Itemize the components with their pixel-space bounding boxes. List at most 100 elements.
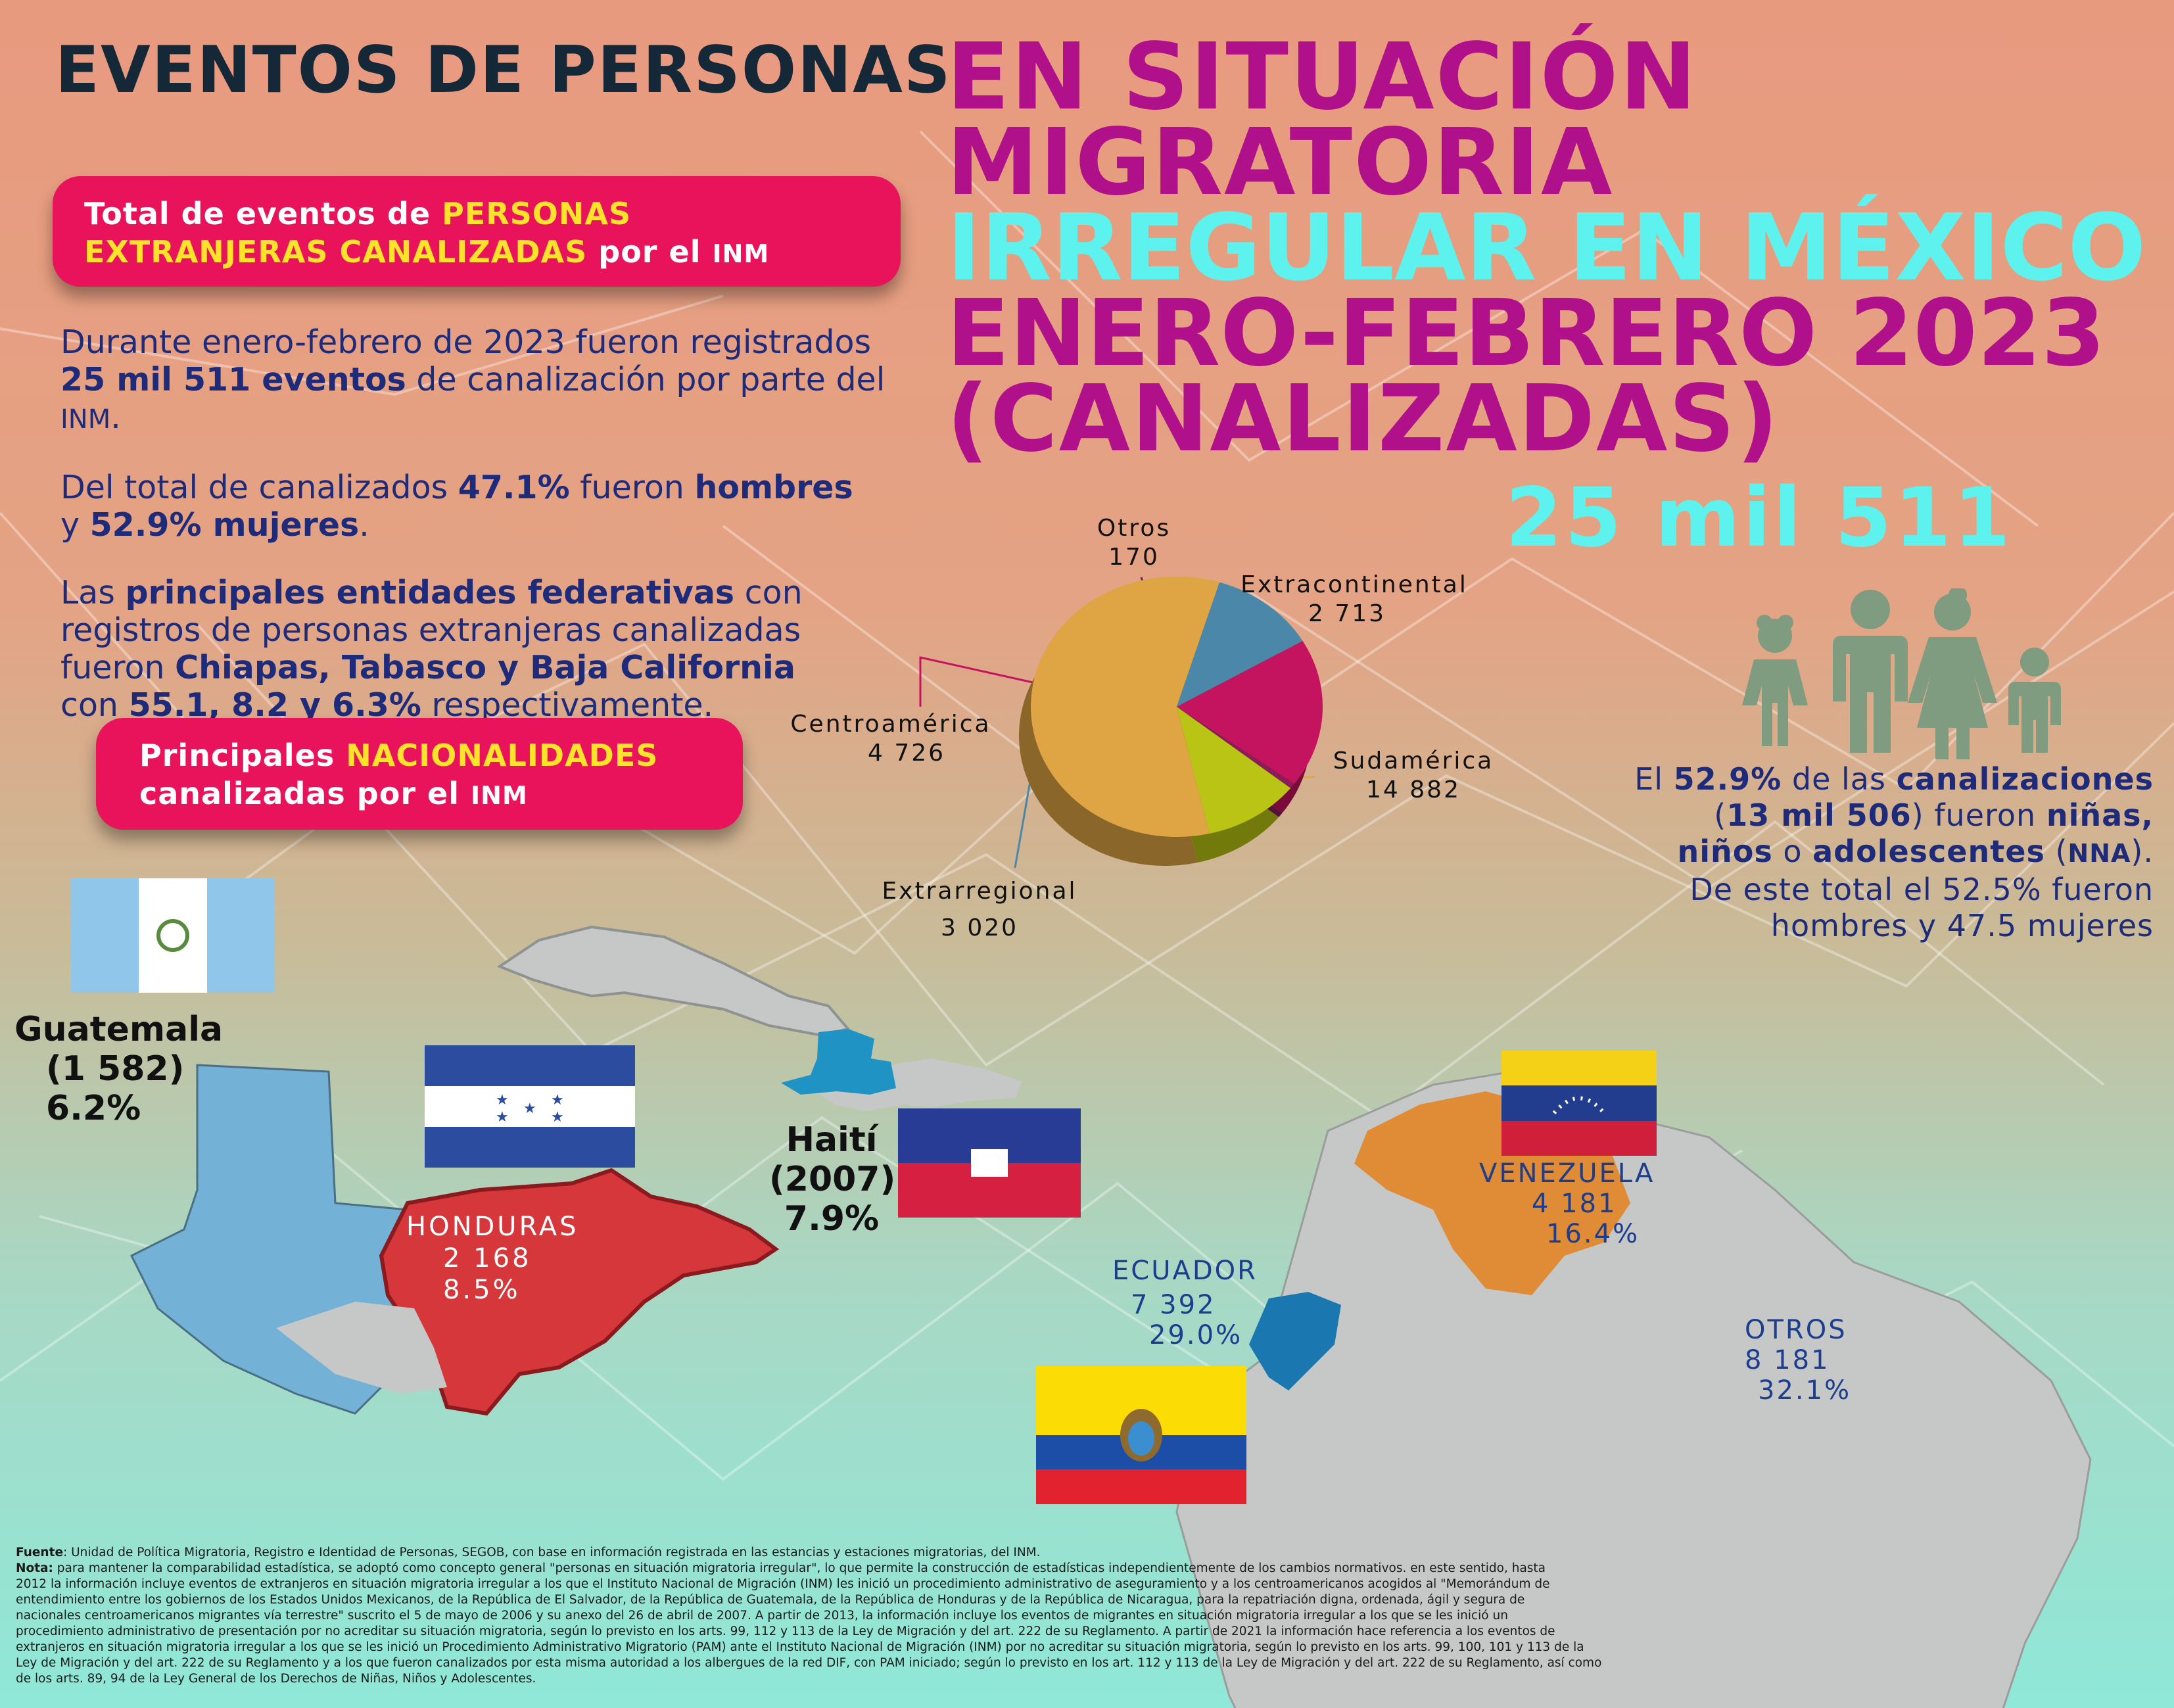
pie-slice-sudamérica: [1031, 576, 1219, 838]
haiti-shape: [781, 1029, 896, 1095]
otros-label: OTROS 8 181 32.1%: [1745, 1315, 1851, 1406]
honduras-flag: ★ ★★★ ★: [425, 1045, 635, 1168]
total-count: 25 mil 511: [1505, 471, 2013, 565]
nat-box-text-2: canalizadas por el: [139, 776, 471, 811]
p2-text-d: hombres: [694, 469, 853, 506]
ecuador-value: 7 392: [1131, 1290, 1216, 1320]
p3-text-f: Chiapas, Tabasco y Baja California: [175, 649, 795, 686]
footer-nota-l8: de los arts. 89, 94 de la Ley General de…: [16, 1672, 536, 1686]
footer-nota-l7: Ley de Migración y del art. 222 de su Re…: [16, 1656, 1602, 1670]
ecuador-shape: [1249, 1292, 1341, 1390]
nna-l1-c: de las: [1782, 761, 1897, 797]
otros-name: OTROS: [1745, 1315, 1847, 1345]
nna-l5: hombres y 47.5 mujeres: [1770, 908, 2154, 943]
centro-value: 4 726: [868, 740, 946, 767]
title-part6: (CANALIZADAS): [947, 366, 1780, 473]
svg-text:★: ★: [551, 1092, 564, 1108]
footer-nota-l2: 2012 la información incluye eventos de e…: [16, 1577, 1550, 1591]
title-part4: IRREGULAR EN MÉXICO: [947, 195, 2146, 302]
total-events-box: Total de eventos de PERSONAS EXTRANJERAS…: [53, 176, 901, 287]
p1-text-c: de canalización por parte del: [406, 361, 886, 398]
pie-label-extracontinental: Extracontinental 2 713: [1223, 571, 1486, 629]
svg-text:★: ★: [496, 1092, 509, 1108]
extrarreg-label: Extrarregional: [882, 878, 1077, 905]
leader-centroamerica: [919, 656, 1039, 707]
footer-nota-l1: para mantener la comparabilidad estadíst…: [53, 1561, 1546, 1575]
nna-l1-d: canalizaciones: [1896, 761, 2154, 797]
p3-text-b: principales entidades federativas: [125, 574, 735, 611]
nationalities-box: Principales NACIONALIDADES canalizadas p…: [96, 718, 743, 830]
nna-l4: De este total el 52.5% fueron: [1690, 872, 2154, 907]
pie-label-otros: Otros 170: [1078, 514, 1190, 572]
p1-text-d: INM: [60, 404, 111, 435]
cuba-shape: [496, 925, 851, 1037]
paragraph-1: Durante enero-febrero de 2023 fueron reg…: [60, 323, 915, 439]
footer-nota-l3: entendimiento entre los gobiernos de los…: [16, 1593, 1525, 1607]
otros-pct: 32.1%: [1758, 1375, 1852, 1406]
pie-label-sudamerica: Sudamérica 14 882: [1321, 747, 1505, 805]
p2-text-c: fueron: [569, 469, 695, 506]
nna-l3-e: NNA: [2068, 839, 2131, 868]
venezuela-label: VENEZUELA 4 181 16.4%: [1479, 1158, 1655, 1249]
centro-label: Centroamérica: [790, 711, 991, 738]
paragraph-2: Del total de canalizados 47.1% fueron ho…: [60, 469, 915, 544]
nat-box-highlight: NACIONALIDADES: [346, 738, 659, 773]
nna-l2-a: (: [1714, 797, 1727, 833]
guatemala-value: (1 582): [46, 1049, 185, 1089]
ecuador-pct: 29.0%: [1149, 1320, 1243, 1350]
total-box-text-1: Total de eventos de: [84, 196, 442, 231]
otros-label: Otros: [1097, 515, 1171, 542]
guatemala-flag: [71, 878, 275, 993]
nna-l2-c: ) fueron: [1911, 797, 2046, 833]
nna-text: El 52.9% de las canalizaciones (13 mil 5…: [1538, 761, 2154, 944]
footer-nota-l4: nacionales centroamericanos migrantes ví…: [16, 1609, 1508, 1623]
p2-text-b: 47.1%: [458, 469, 570, 506]
venezuela-flag: [1501, 1051, 1657, 1156]
venezuela-value: 4 181: [1532, 1189, 1617, 1219]
summary-text: Durante enero-febrero de 2023 fueron reg…: [60, 323, 915, 724]
nna-l3-a: niños: [1677, 834, 1773, 869]
title-part5: ENERO-FEBRERO 2023: [947, 280, 2106, 387]
p3-text-a: Las: [60, 574, 126, 611]
nat-box-inm: INM: [471, 781, 528, 810]
p2-text-g: .: [359, 506, 369, 544]
nna-l3-d: (: [2044, 834, 2068, 869]
nna-l1-a: El: [1634, 761, 1674, 797]
venezuela-name: VENEZUELA: [1479, 1158, 1655, 1189]
otros-value: 170: [1108, 544, 1160, 571]
extracont-value: 2 713: [1308, 600, 1386, 627]
title-part3: MIGRATORIA: [947, 109, 1614, 216]
sud-label: Sudamérica: [1333, 747, 1494, 774]
title-part1: EVENTOS DE PERSONAS: [55, 33, 952, 108]
footer-notes: Fuente: Unidad de Política Migratoria, R…: [16, 1545, 1751, 1687]
ecuador-label: ECUADOR 7 392 29.0%: [1112, 1256, 1258, 1350]
nna-l3-b: o: [1772, 834, 1813, 869]
svg-text:★: ★: [496, 1109, 509, 1126]
nna-l2-d: niñas,: [2046, 797, 2154, 833]
nna-l3-c: adolescentes: [1812, 834, 2045, 869]
pie-slice-extrarregional: [1177, 582, 1303, 707]
guatemala-label: Guatemala (1 582) 6.2%: [14, 1010, 223, 1128]
p3-text-c: con: [734, 574, 803, 611]
pie-slice-otros: [1177, 707, 1294, 788]
otros-value: 8 181: [1745, 1345, 1830, 1375]
p3-text-e: fueron: [60, 649, 176, 686]
svg-text:★: ★: [551, 1109, 564, 1126]
honduras-value: 2 168: [443, 1243, 532, 1273]
footer-nota-label: Nota:: [16, 1561, 53, 1575]
p2-text-e: y: [60, 506, 90, 544]
p1-text-b: 25 mil 511 eventos: [60, 361, 406, 398]
honduras-pct: 8.5%: [443, 1275, 521, 1305]
footer-fuente-text: : Unidad de Política Migratoria, Registr…: [63, 1546, 1041, 1559]
extracont-label: Extracontinental: [1241, 571, 1468, 598]
haiti-value: (2007): [769, 1160, 896, 1199]
title-part2: EN SITUACIÓN: [947, 24, 1698, 131]
guatemala-name: Guatemala: [14, 1010, 224, 1049]
extrarreg-value: 3 020: [940, 914, 1019, 941]
sud-value: 14 882: [1366, 776, 1461, 803]
p2-text-a: Del total de canalizados: [60, 469, 458, 506]
footer-nota-l5: procedimiento administrativo de presenta…: [16, 1625, 1555, 1638]
svg-text:★: ★: [523, 1101, 536, 1117]
nna-l1-b: 52.9%: [1673, 761, 1782, 797]
